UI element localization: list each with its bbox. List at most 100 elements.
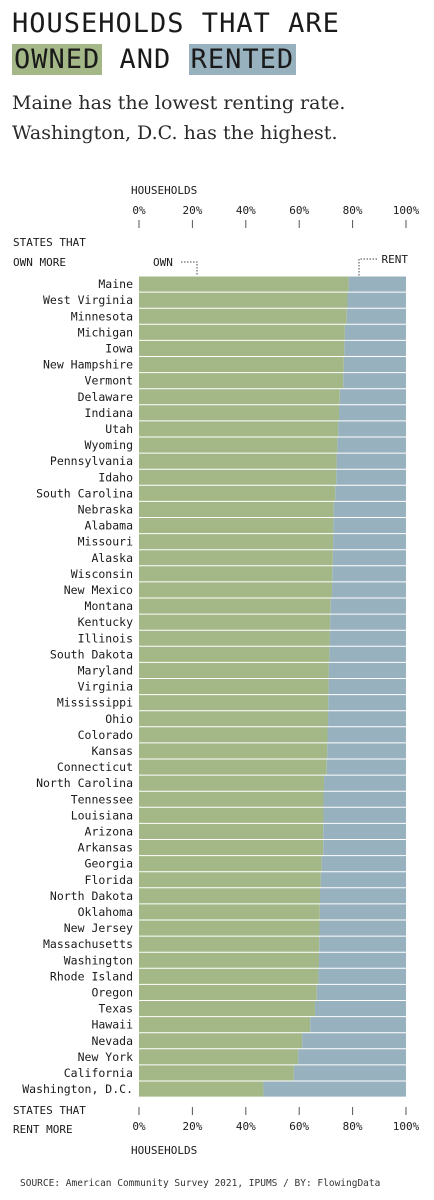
rent-bar [344, 340, 406, 357]
rent-bar [329, 646, 406, 663]
state-label: New York [78, 1050, 133, 1064]
x-tick-label-top: 40% [236, 204, 256, 217]
state-label: Wyoming [85, 438, 133, 452]
state-label: Florida [85, 873, 133, 887]
x-tick-label-bottom: 60% [289, 1120, 309, 1133]
state-label: Massachusetts [43, 937, 133, 951]
title-line-2: OWNED AND RENTED [12, 42, 340, 78]
state-label: New Jersey [64, 921, 133, 935]
rent-bar [324, 775, 406, 792]
rent-bar [333, 517, 406, 534]
state-label: West Virginia [43, 293, 133, 307]
x-tick-label-bottom: 100% [393, 1120, 420, 1133]
own-bar [139, 485, 336, 502]
own-bar [139, 356, 344, 373]
state-label: Oklahoma [78, 905, 133, 919]
title-rented-highlight: RENTED [188, 44, 297, 75]
x-tick-label-bottom: 0% [132, 1120, 146, 1133]
stacked-bar-chart: HOUSEHOLDS 0% 0% 20% 20% 40% 40% 60% 60% 80% 80% 10… [13, 184, 420, 1157]
title-line-1: HOUSEHOLDS THAT ARE [12, 8, 340, 39]
own-bar [139, 292, 348, 309]
x-tick-label-top: 80% [343, 204, 363, 217]
x-tick-label-top: 0% [132, 204, 146, 217]
rent-bar [293, 1064, 406, 1081]
state-label: Wisconsin [71, 567, 133, 581]
state-label: South Dakota [50, 647, 133, 661]
state-label: Arizona [85, 824, 133, 838]
state-label: Iowa [105, 341, 133, 355]
rent-bar [344, 324, 406, 341]
own-bar [139, 807, 324, 824]
rent-leader-line [358, 258, 377, 281]
rent-bar [332, 565, 406, 582]
own-bar [139, 1081, 264, 1098]
rent-bar [320, 871, 406, 888]
own-bar [139, 952, 319, 969]
own-bar [139, 1000, 315, 1017]
state-label: Illinois [78, 631, 133, 645]
state-label: Connecticut [57, 760, 133, 774]
rent-bar [330, 614, 406, 631]
state-label: Missouri [78, 535, 133, 549]
own-bar [139, 581, 333, 598]
rent-bar [333, 501, 406, 518]
rent-bar [338, 420, 406, 437]
rent-bar [318, 968, 406, 985]
rent-bar [321, 855, 406, 872]
x-axis-title-top: HOUSEHOLDS [131, 184, 197, 197]
state-label: Idaho [98, 470, 133, 484]
title-and-word: AND [119, 44, 172, 75]
state-label: Utah [105, 422, 133, 436]
rent-bar [316, 984, 406, 1001]
state-label: Georgia [85, 857, 133, 871]
state-label: California [64, 1066, 133, 1080]
own-bar [139, 1048, 299, 1065]
state-label: Alaska [91, 551, 133, 565]
own-bar [139, 453, 337, 470]
state-label: Oregon [91, 985, 133, 999]
own-bar [139, 437, 338, 454]
state-label: Vermont [85, 374, 133, 388]
rent-more-label-line-1: STATES THAT [13, 1104, 86, 1117]
rent-bar [263, 1081, 406, 1098]
state-label: Rhode Island [50, 969, 133, 983]
rent-bar [328, 662, 406, 679]
own-bar [139, 903, 320, 920]
state-label: Louisiana [71, 808, 133, 822]
own-bar [139, 855, 322, 872]
rent-bar [328, 710, 406, 727]
rent-series-label: RENT [382, 253, 409, 266]
rent-bar [323, 807, 406, 824]
own-bar [139, 372, 344, 389]
rent-bar [330, 598, 406, 615]
state-label: Ohio [105, 712, 133, 726]
x-axis-title-bottom: HOUSEHOLDS [131, 1144, 197, 1157]
state-label: Indiana [85, 406, 133, 420]
rent-bar [332, 581, 406, 598]
state-label: South Carolina [36, 486, 133, 500]
own-bar [139, 839, 324, 856]
rent-bar [323, 791, 406, 808]
state-label: Maryland [78, 663, 133, 677]
rent-bar [338, 404, 406, 421]
own-bar [139, 871, 321, 888]
own-bar [139, 726, 328, 743]
own-bar [139, 598, 331, 615]
own-bar [139, 662, 329, 679]
own-bar [139, 646, 330, 663]
rent-bar [318, 952, 406, 969]
state-label: North Carolina [36, 776, 133, 790]
state-label: Tennessee [71, 792, 133, 806]
x-tick-label-bottom: 80% [343, 1120, 363, 1133]
own-bar [139, 694, 329, 711]
state-label: Alabama [85, 519, 133, 533]
own-bar [139, 887, 321, 904]
state-label: Washington, D.C. [22, 1082, 133, 1096]
state-label: Arkansas [78, 841, 133, 855]
x-tick-label-top: 60% [289, 204, 309, 217]
own-bar [139, 420, 339, 437]
state-label: Colorado [78, 728, 133, 742]
own-bar [139, 517, 334, 534]
own-bar [139, 1064, 294, 1081]
own-bar [139, 549, 333, 566]
